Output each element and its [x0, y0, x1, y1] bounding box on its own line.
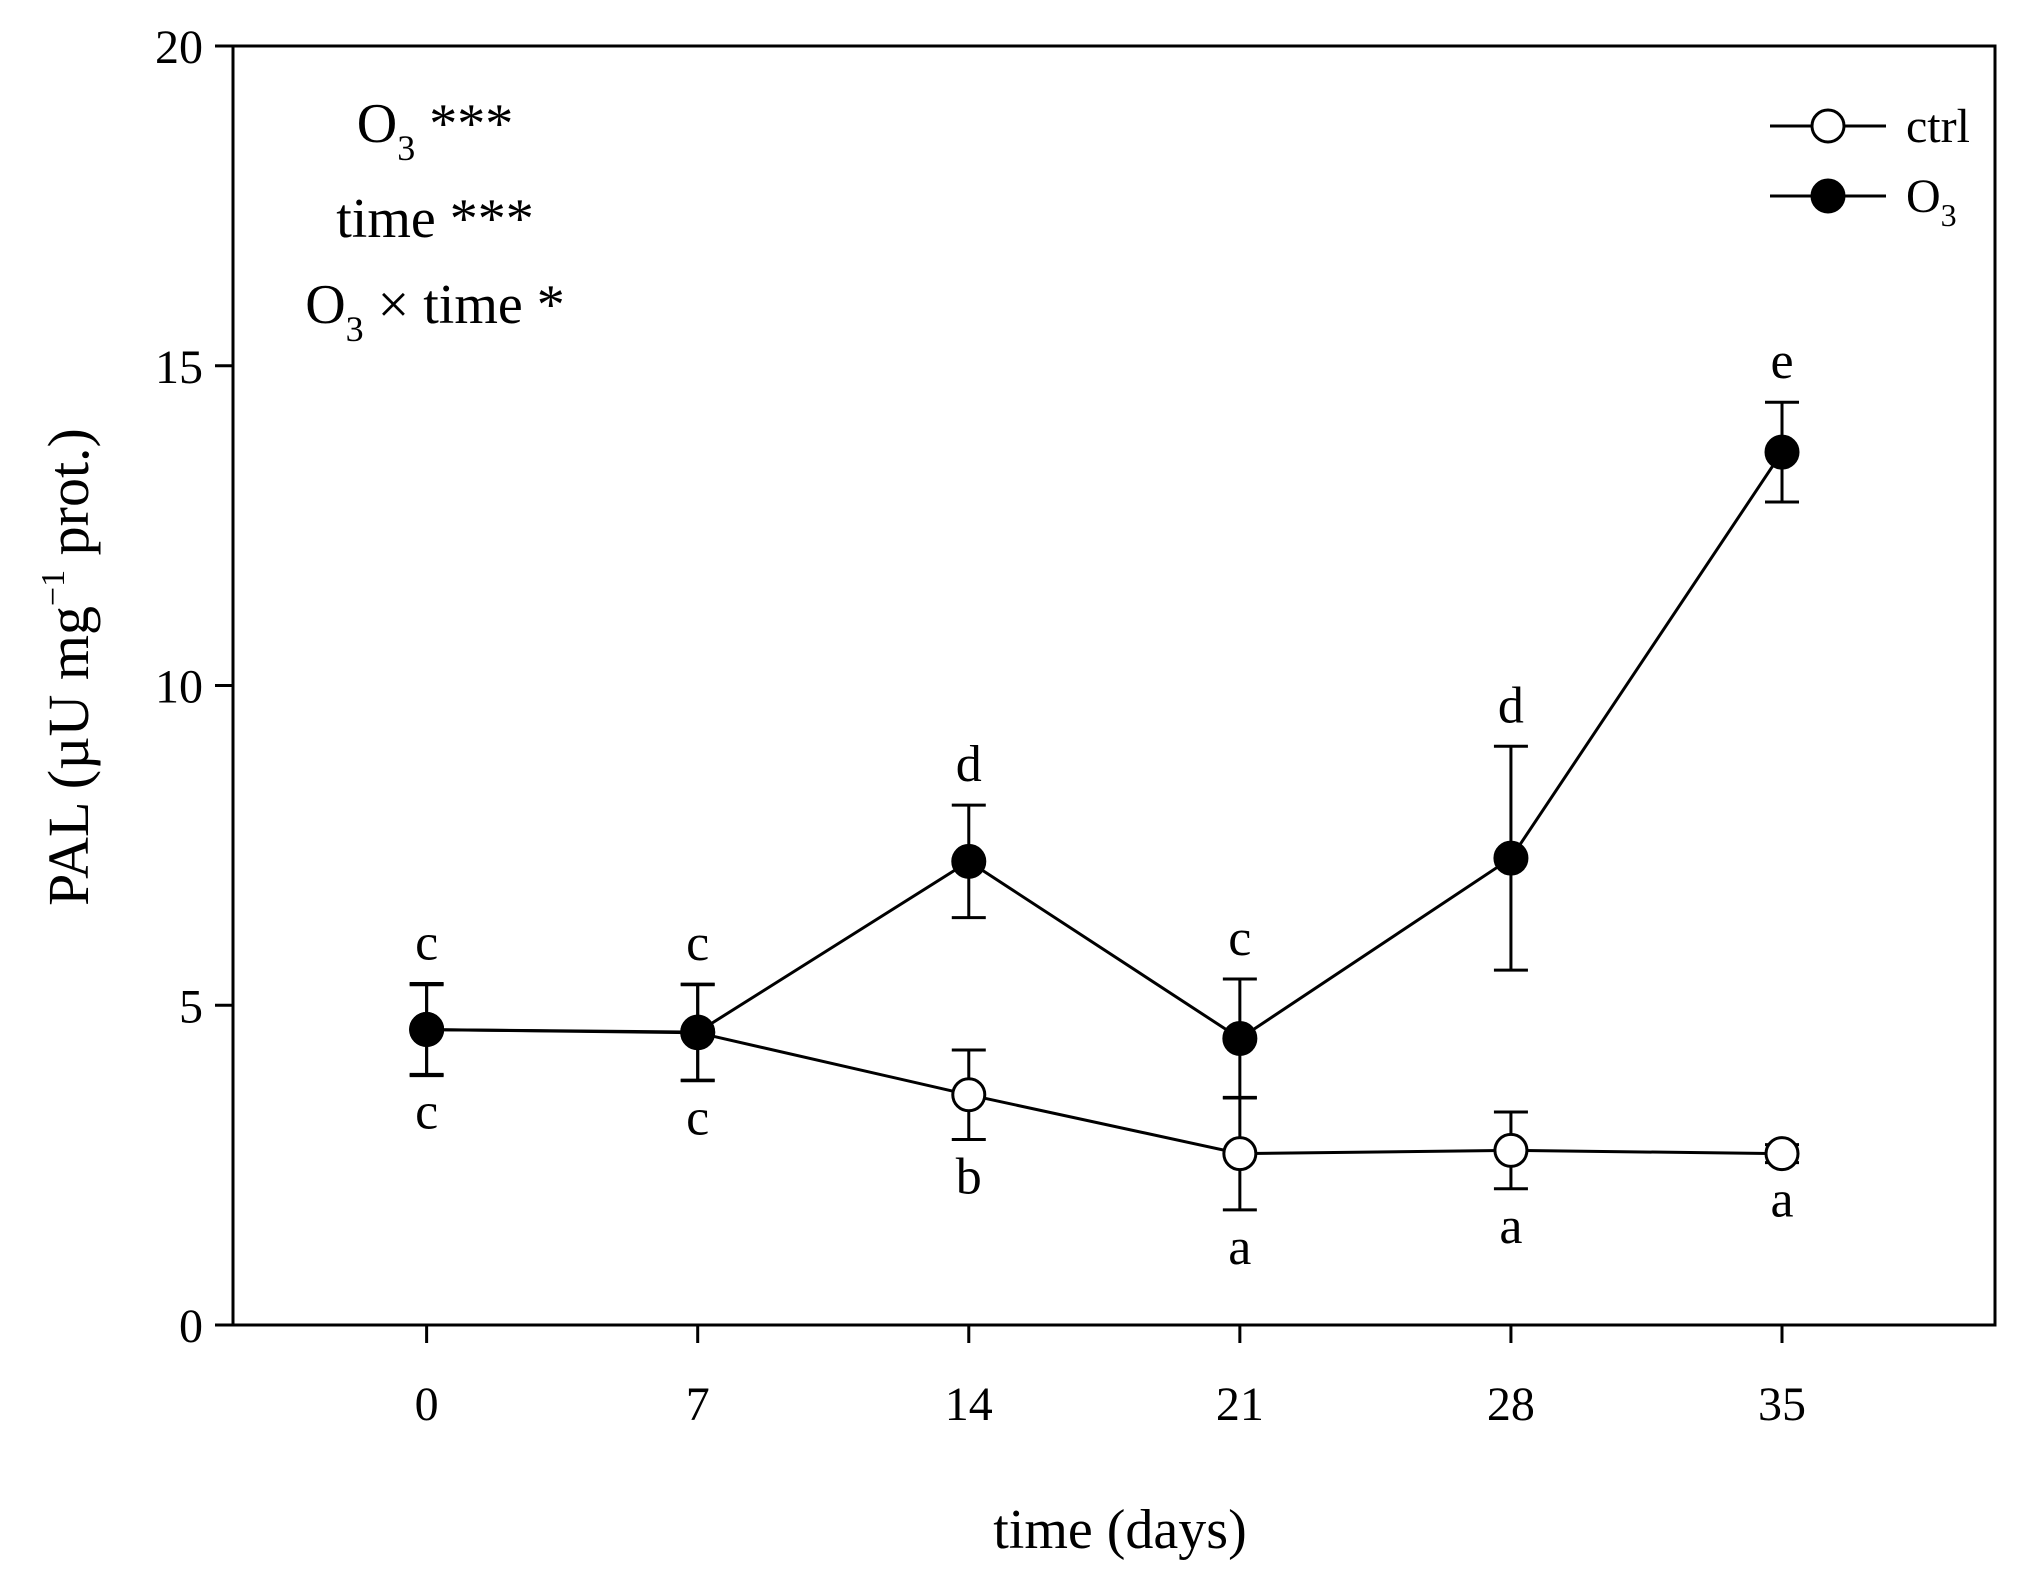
data-point-ctrl-28 [1493, 1132, 1529, 1168]
annotation-part-1-1: O [357, 93, 397, 155]
x-tick-label-0: 0 [415, 1378, 439, 1431]
series-layer [409, 400, 1800, 1212]
annotation-part-3-3: × time * [364, 274, 565, 336]
legend-marker-O3 [1810, 178, 1846, 214]
legend-label-sub-O3: 3 [1941, 197, 1957, 233]
letter-ctrl-21: a [1228, 1219, 1251, 1276]
x-tick-label-14: 14 [945, 1378, 993, 1431]
data-point-ctrl-35 [1764, 1136, 1800, 1172]
y-tick-label-10: 10 [155, 661, 203, 714]
annotation-line-2: time *** [336, 188, 534, 250]
letter-ctrl-14: b [956, 1149, 982, 1206]
x-tick-label-21: 21 [1216, 1378, 1264, 1431]
legend: ctrl O3 [1770, 100, 1970, 233]
letter-O3-14: d [956, 736, 982, 793]
y-axis-label-tail: prot.) [36, 428, 101, 570]
letter-O3-35: e [1770, 333, 1793, 390]
significance-letters: c c c c d b c a d a e a [415, 333, 1793, 1276]
annotation-part-2-1: time *** [336, 188, 534, 250]
y-tick-label-0: 0 [179, 1300, 203, 1353]
x-axis-label: time (days) [993, 1499, 1246, 1561]
annotation-line-3: O3 × time * [305, 274, 565, 349]
x-tick-label-28: 28 [1487, 1378, 1535, 1431]
legend-marker-ctrl [1810, 108, 1846, 144]
letter-O3-0: c [415, 915, 438, 972]
series-O3 [409, 400, 1800, 1100]
data-point-ctrl-21 [1222, 1136, 1258, 1172]
series-line-ctrl [426, 1028, 1783, 1156]
letter-O3-21: c [1228, 910, 1251, 967]
y-tick-label-20: 20 [155, 21, 203, 74]
x-axis-ticks: 0 7 14 21 28 35 [415, 1325, 1806, 1431]
y-tick-label-15: 15 [155, 341, 203, 394]
series-ctrl [409, 983, 1800, 1212]
legend-label-O3: O3 [1906, 170, 1957, 233]
annotation-part-3-1: O [305, 274, 345, 336]
legend-label-base-O3: O [1906, 170, 1941, 223]
letter-ctrl-7: c [686, 1090, 709, 1147]
data-point-O3-28 [1493, 840, 1529, 876]
statistics-annotation: O3 ***time ***O3 × time * [305, 93, 565, 349]
annotation-line-1: O3 *** [357, 93, 513, 168]
x-tick-label-7: 7 [686, 1378, 710, 1431]
data-point-O3-14 [951, 843, 987, 879]
y-tick-label-5: 5 [179, 980, 203, 1033]
legend-label-ctrl: ctrl [1906, 100, 1970, 153]
annotation-part-3-2: 3 [346, 309, 364, 349]
y-axis-label-sup: −1 [35, 570, 72, 606]
data-point-O3-0 [409, 1012, 445, 1048]
letter-O3-7: c [686, 915, 709, 972]
letter-O3-28: d [1498, 677, 1524, 734]
series-line-O3 [426, 451, 1784, 1041]
data-point-ctrl-14 [951, 1077, 987, 1113]
letter-ctrl-0: c [415, 1083, 438, 1140]
data-point-O3-35 [1764, 434, 1800, 470]
annotation-part-1-3: *** [415, 93, 513, 155]
y-axis-label-main: PAL (µU mg [36, 606, 101, 906]
x-tick-label-35: 35 [1758, 1378, 1806, 1431]
data-point-O3-7 [680, 1014, 716, 1050]
y-axis-label: PAL (µU mg−1 prot.) [35, 428, 101, 906]
letter-ctrl-28: a [1499, 1198, 1522, 1255]
letter-ctrl-35: a [1770, 1172, 1793, 1229]
data-point-O3-21 [1222, 1021, 1258, 1057]
y-axis-ticks: 0 5 10 15 20 [155, 21, 233, 1353]
annotation-part-1-2: 3 [397, 128, 415, 168]
